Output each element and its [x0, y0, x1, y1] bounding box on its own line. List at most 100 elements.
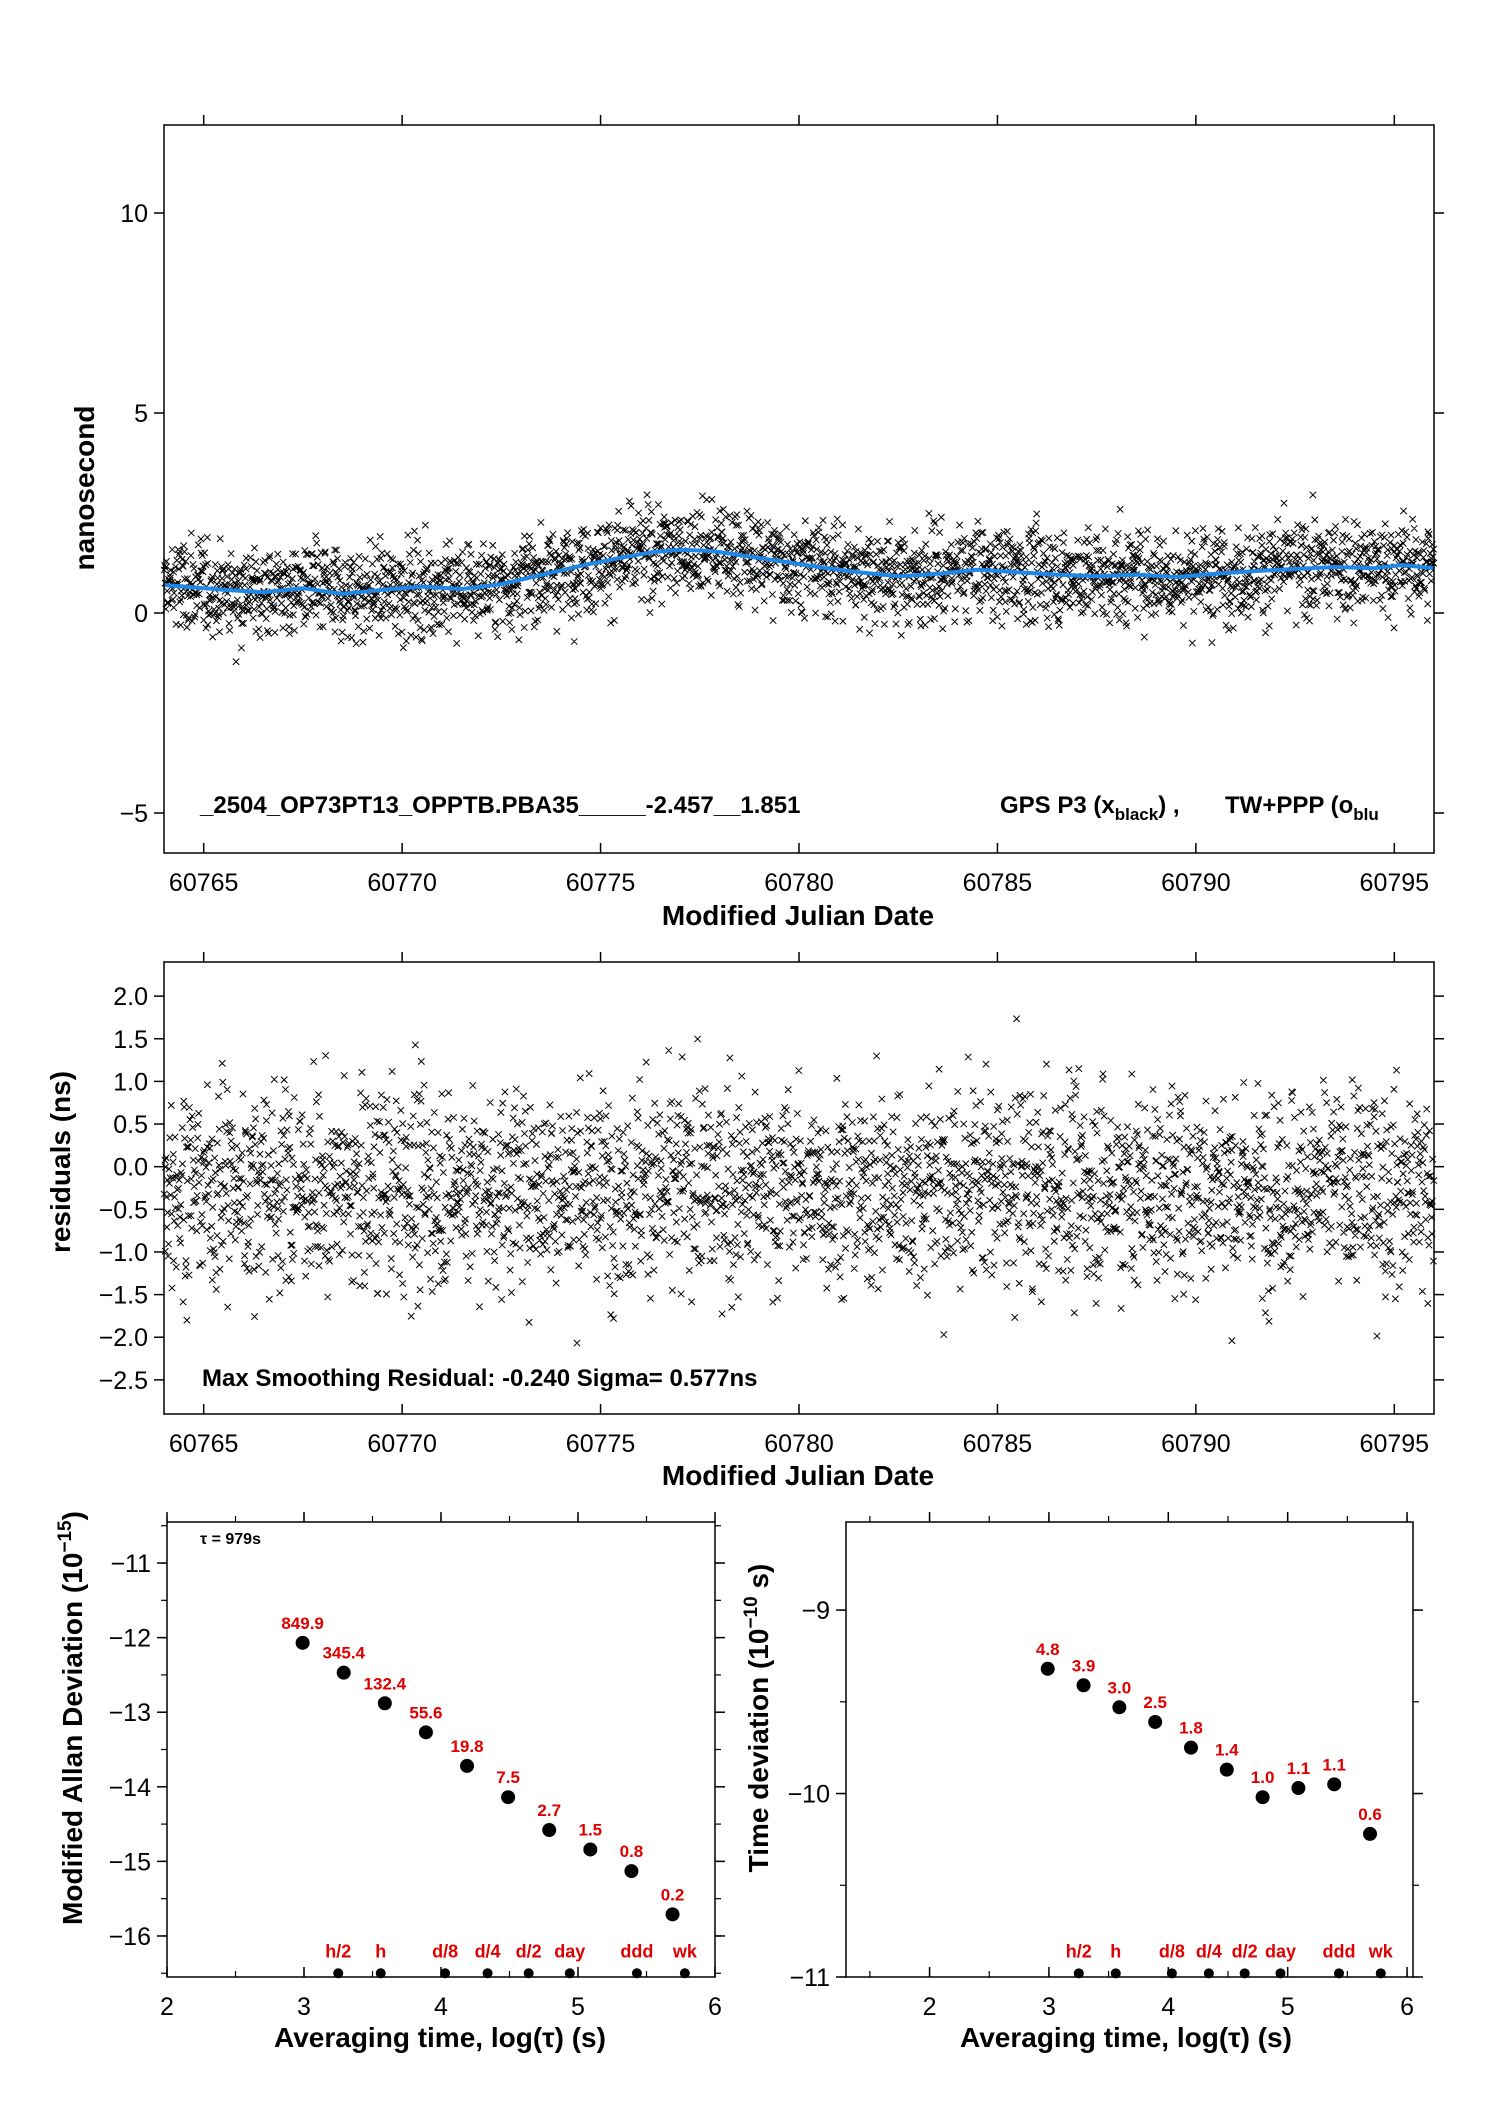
gps-annotation-text: GPS P3 (x [1000, 792, 1115, 819]
tdev-marks: 4.8 3.9 3.0 2.5 1.8 1.4 1.0 1.1 1.1 0.6 h/2 h d/8 d/4… [1036, 1640, 1394, 1979]
gps-scatter-points [160, 491, 1438, 666]
x-tick-label: 60790 [1161, 869, 1231, 897]
x-tick-label: 60785 [963, 1430, 1033, 1458]
time-series-frame [163, 124, 1435, 854]
mdev-xlabel: Averaging time, log(τ) (s) [274, 2022, 606, 2053]
deviation-point [460, 1758, 475, 1773]
tw-annotation-sub: blu [1353, 805, 1379, 824]
deviation-point [501, 1790, 516, 1805]
x-tick-label: 4 [1161, 1993, 1175, 2021]
y-tick-label: −2.0 [99, 1324, 148, 1352]
deviation-point [542, 1823, 557, 1838]
deviation-point-label: 55.6 [409, 1703, 442, 1722]
y-tick-label: −1.5 [99, 1282, 148, 1310]
y-tick-label: 0.0 [113, 1154, 148, 1182]
x-tick-label: 3 [1042, 1993, 1056, 2021]
y-tick-label: −1.0 [99, 1239, 148, 1267]
time-series-ticks: 60765 60770 60775 60780 60785 60790 60795 −5 0 5 1… [119, 115, 1444, 897]
mdev-panel: 849.9 345.4 132.455.6 19.8 7.5 2.7 1.5 0.8 0.2 h/… [55, 1511, 725, 2053]
y-tick-label: 1.5 [113, 1026, 148, 1054]
interval-marker-label: ddd [1322, 1941, 1355, 1961]
interval-marker-label: day [554, 1941, 585, 1961]
y-tick-label: 0.5 [113, 1111, 148, 1139]
mdev-ylabel-sup: −15 [55, 1520, 76, 1553]
x-tick-label: 60775 [566, 1430, 636, 1458]
interval-marker-label: h/2 [1066, 1941, 1092, 1961]
tdev-ylabel: Time deviation (10−10 s) [741, 1564, 774, 1873]
x-tick-label: 2 [160, 1993, 174, 2021]
residuals-frame [163, 961, 1435, 1415]
residual-scatter-points [160, 1015, 1438, 1347]
deviation-point [624, 1864, 639, 1879]
time-series-annotation-id: _2504_OP73PT13_OPPTB.PBA35_____-2.457__1… [199, 792, 800, 819]
interval-marker-label: h/2 [325, 1941, 351, 1961]
tdev-ticks: 2 3 4 5 6 −11 −10 −9 [788, 1512, 1423, 2021]
deviation-point [665, 1907, 680, 1922]
time-series-marks [160, 491, 1438, 666]
tw-annotation-text: TW+PPP (o [1225, 792, 1353, 819]
interval-marker-dot [1166, 1968, 1177, 1979]
residuals-ticks: 60765 60770 60775 60780 60785 60790 60795 −2.5 −… [99, 952, 1444, 1458]
interval-marker-dot [1203, 1968, 1214, 1979]
residuals-xlabel: Modified Julian Date [662, 1460, 934, 1491]
deviation-point-label: 2.5 [1143, 1693, 1167, 1712]
tw-ppp-smooth-line [163, 547, 1435, 596]
x-tick-label: 6 [1400, 1993, 1414, 2021]
interval-marker-label: h [375, 1941, 386, 1961]
interval-marker-dot [1073, 1968, 1084, 1979]
y-tick-label: −16 [109, 1923, 151, 1951]
deviation-point-label: 3.0 [1108, 1678, 1132, 1697]
x-tick-label: 60790 [1161, 1430, 1231, 1458]
x-tick-label: 60785 [963, 869, 1033, 897]
y-tick-label: 10 [120, 200, 148, 228]
residuals-ylabel: residuals (ns) [45, 1071, 76, 1253]
mdev-ticks: 2 3 4 5 6 −16 −15 −14 −13 −12 −11 [109, 1512, 725, 2021]
deviation-point-label: 345.4 [322, 1644, 365, 1663]
deviation-point [1327, 1777, 1342, 1792]
interval-marker-label: ddd [620, 1941, 653, 1961]
deviation-point [1363, 1826, 1378, 1841]
deviation-point-label: 4.8 [1036, 1640, 1060, 1659]
tdev-ylabel-sup: −10 [741, 1596, 762, 1628]
y-tick-label: 1.0 [113, 1068, 148, 1096]
x-tick-label: 3 [297, 1993, 311, 2021]
deviation-point [583, 1842, 598, 1857]
deviation-point [418, 1725, 433, 1740]
y-tick-label: −11 [789, 1964, 830, 1992]
x-tick-label: 60795 [1360, 1430, 1430, 1458]
time-series-ylabel: nanosecond [69, 406, 100, 571]
deviation-point [1291, 1781, 1306, 1796]
y-tick-label: −14 [109, 1774, 152, 1802]
interval-marker-label: d/4 [475, 1941, 501, 1961]
deviation-point-label: 19.8 [450, 1737, 483, 1756]
deviation-point [295, 1635, 310, 1650]
deviation-point [1183, 1740, 1198, 1755]
interval-marker-dot [523, 1968, 534, 1979]
x-tick-label: 6 [708, 1993, 722, 2021]
mdev-frame [166, 1521, 716, 1978]
deviation-point [1148, 1714, 1163, 1729]
y-tick-label: −13 [109, 1699, 151, 1727]
deviation-point [1040, 1661, 1055, 1676]
y-tick-label: −10 [788, 1781, 830, 1809]
time-series-panel: 60765 60770 60775 60780 60785 60790 60795 −5 0 5 1… [69, 115, 1444, 931]
y-tick-label: −0.5 [99, 1196, 148, 1224]
deviation-point-label: 1.0 [1251, 1768, 1275, 1787]
deviation-point-label: 2.7 [537, 1801, 561, 1820]
x-tick-label: 60770 [367, 1430, 437, 1458]
interval-marker-dot [564, 1968, 575, 1979]
mdev-ylabel-end: ) [57, 1511, 88, 1520]
interval-marker-label: d/8 [1159, 1941, 1185, 1961]
time-series-xlabel: Modified Julian Date [662, 900, 934, 931]
interval-marker-label: wk [672, 1941, 698, 1961]
y-tick-label: −15 [109, 1848, 151, 1876]
mdev-ylabel: Modified Allan Deviation (10−15) [55, 1511, 88, 1925]
x-tick-label: 60780 [764, 1430, 834, 1458]
interval-marker-label: d/2 [516, 1941, 542, 1961]
deviation-point-label: 132.4 [364, 1674, 407, 1693]
x-tick-label: 4 [434, 1993, 448, 2021]
interval-marker-label: d/4 [1196, 1941, 1222, 1961]
x-tick-label: 2 [923, 1993, 937, 2021]
tdev-panel: 4.8 3.9 3.0 2.5 1.8 1.4 1.0 1.1 1.1 0.6 h/2 h d/8 d/4… [741, 1512, 1423, 2053]
deviation-point-label: 3.9 [1072, 1656, 1096, 1675]
